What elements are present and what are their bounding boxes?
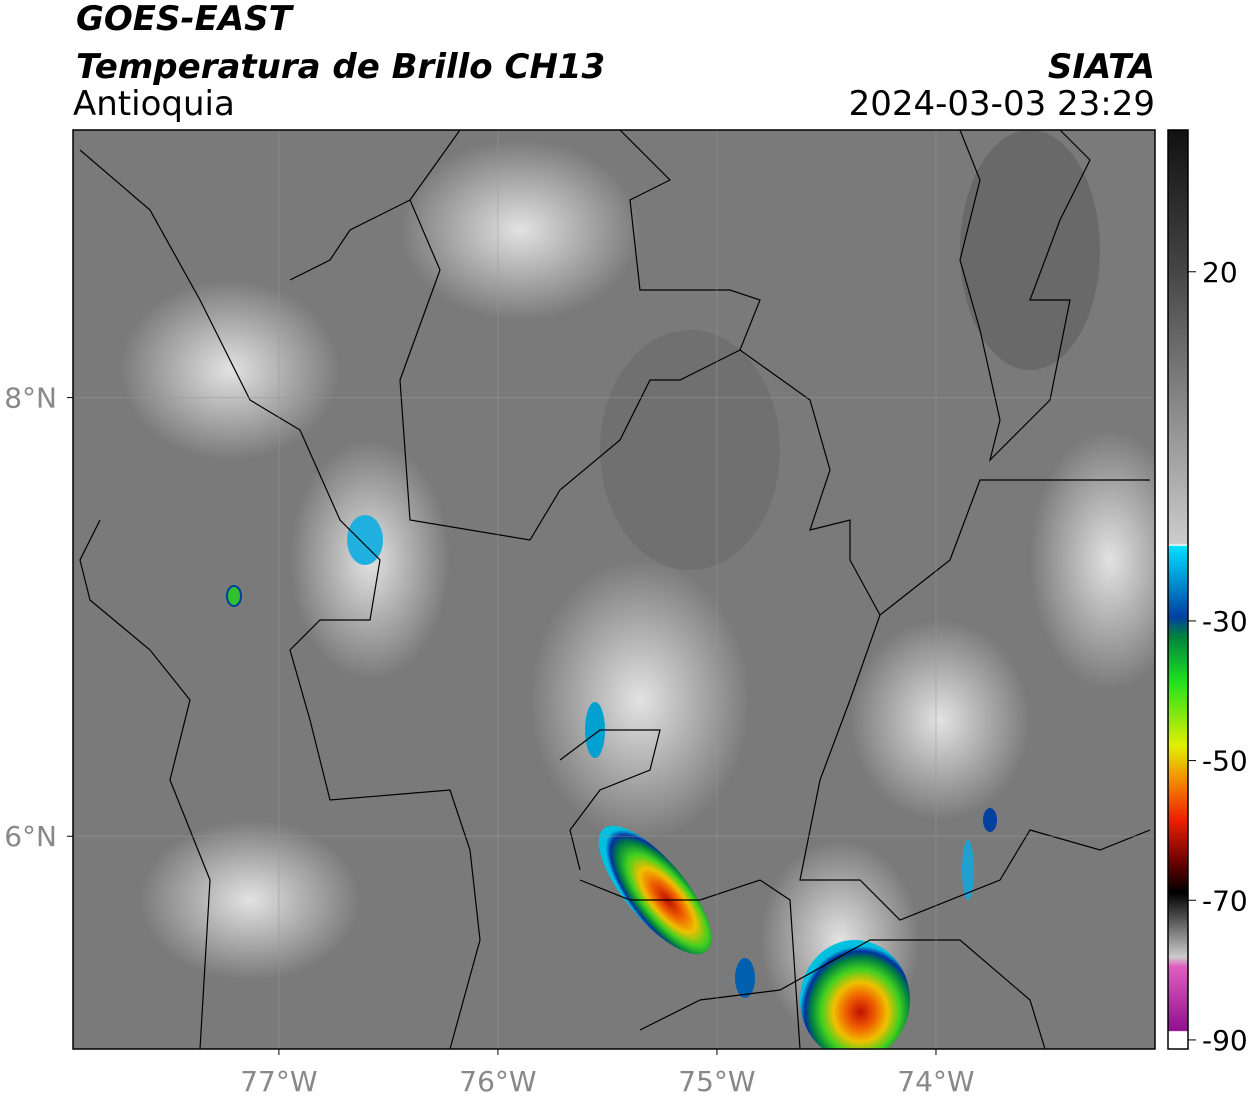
border xyxy=(79,519,211,1049)
storm xyxy=(962,840,974,900)
border xyxy=(79,149,481,1049)
storm xyxy=(226,585,242,607)
storm xyxy=(347,515,383,565)
warm-area xyxy=(960,130,1100,370)
colorbar-tick-label: -50 xyxy=(1202,745,1248,778)
cloud xyxy=(400,140,640,320)
cloud xyxy=(140,820,360,980)
border xyxy=(579,879,801,1049)
x-tick-label: 77°W xyxy=(240,1065,317,1098)
storm xyxy=(598,825,712,955)
map-frame xyxy=(72,129,1156,1050)
border xyxy=(739,349,1150,616)
storm xyxy=(735,958,755,998)
graticule xyxy=(73,130,1155,1049)
region: Antioquia xyxy=(73,84,235,124)
colorbar-tick-label: -70 xyxy=(1202,884,1248,917)
imagery xyxy=(73,130,1155,1049)
border xyxy=(639,939,1046,1049)
warm-area xyxy=(600,330,780,570)
source: SIATA xyxy=(1048,47,1155,87)
cloud xyxy=(850,620,1030,820)
storm xyxy=(585,702,605,758)
colorbar-tick-label: -30 xyxy=(1202,605,1248,638)
colorbar xyxy=(1167,129,1189,1050)
border xyxy=(289,199,411,281)
border xyxy=(559,729,661,871)
cloud xyxy=(530,560,750,840)
storm xyxy=(800,940,910,1049)
x-tick-label: 75°W xyxy=(678,1065,755,1098)
subtitle: Temperatura de Brillo CH13 xyxy=(76,47,605,87)
colorbar-tick-label: -90 xyxy=(1202,1024,1248,1057)
x-tick-label: 74°W xyxy=(897,1065,974,1098)
cloud xyxy=(120,280,340,460)
storm xyxy=(983,808,997,832)
colorbar-ticks: 20 -30 -50 -70 -90 xyxy=(1188,256,1248,1057)
datetime: 2024-03-03 23:29 xyxy=(849,84,1155,124)
border xyxy=(799,614,1151,921)
colorbar-tick-label: 20 xyxy=(1202,256,1238,289)
x-tick-label: 76°W xyxy=(459,1065,536,1098)
y-tick-label: 8°N xyxy=(4,382,57,415)
border xyxy=(399,130,761,541)
border xyxy=(959,130,1091,462)
title: GOES-EAST xyxy=(76,0,295,39)
cloud xyxy=(1030,430,1155,690)
y-tick-label: 6°N xyxy=(4,820,57,853)
